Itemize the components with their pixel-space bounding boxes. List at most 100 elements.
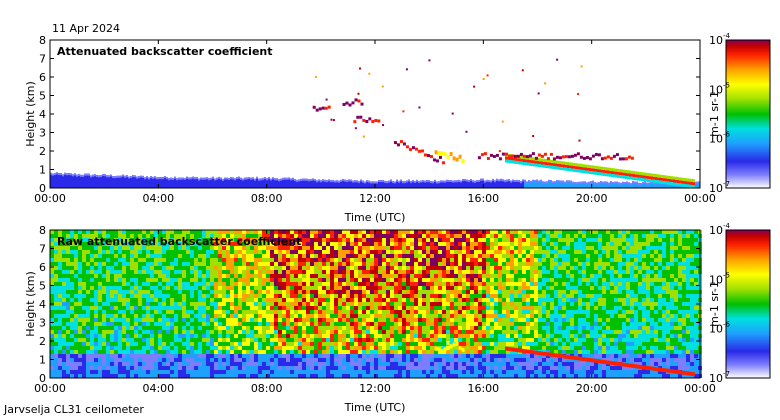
- raw-heatmap-cell: [190, 274, 194, 278]
- raw-heatmap-cell: [122, 242, 126, 246]
- raw-heatmap-cell: [390, 330, 394, 334]
- raw-heatmap-cell: [350, 366, 354, 370]
- raw-heatmap-cell: [102, 274, 106, 278]
- raw-heatmap-cell: [98, 262, 102, 266]
- raw-heatmap-cell: [414, 298, 418, 302]
- raw-heatmap-cell: [358, 326, 362, 330]
- raw-heatmap-cell: [398, 262, 402, 266]
- raw-heatmap-cell: [178, 254, 182, 258]
- raw-heatmap-cell: [198, 266, 202, 270]
- raw-heatmap-cell: [450, 366, 454, 370]
- raw-heatmap-cell: [142, 274, 146, 278]
- raw-heatmap-cell: [118, 358, 122, 362]
- backscatter-column: [314, 179, 316, 188]
- cloud-band: [565, 164, 567, 168]
- raw-heatmap-cell: [230, 250, 234, 254]
- raw-heatmap-cell: [162, 370, 166, 374]
- raw-heatmap-cell: [390, 250, 394, 254]
- raw-heatmap-cell: [206, 282, 210, 286]
- cloud-layer-mark: [507, 154, 511, 158]
- backscatter-column-edge: [508, 179, 510, 182]
- raw-heatmap-cell: [450, 354, 454, 358]
- backscatter-column: [516, 179, 518, 188]
- backscatter-column-edge: [602, 181, 604, 184]
- raw-heatmap-cell: [82, 342, 86, 346]
- raw-heatmap-cell: [254, 318, 258, 322]
- backscatter-column-edge: [494, 180, 496, 183]
- raw-heatmap-cell: [226, 290, 230, 294]
- raw-heatmap-cell: [466, 274, 470, 278]
- raw-heatmap-cell: [194, 362, 198, 366]
- raw-heatmap-cell: [94, 286, 98, 290]
- raw-heatmap-cell: [210, 310, 214, 314]
- raw-heatmap-cell: [86, 266, 90, 270]
- raw-heatmap-cell: [190, 362, 194, 366]
- cloud-band-edge: [591, 165, 593, 169]
- cloud-band-lower: [505, 159, 507, 163]
- raw-heatmap-cell: [174, 362, 178, 366]
- raw-heatmap-cell: [230, 294, 234, 298]
- raw-heatmap-cell: [86, 330, 90, 334]
- raw-heatmap-cell: [398, 306, 402, 310]
- raw-heatmap-cell: [74, 294, 78, 298]
- raw-heatmap-cell: [454, 270, 458, 274]
- raw-heatmap-cell: [394, 262, 398, 266]
- raw-heatmap-cell: [106, 330, 110, 334]
- raw-heatmap-cell: [130, 358, 134, 362]
- raw-heatmap-cell: [94, 306, 98, 310]
- raw-heatmap-cell: [98, 338, 102, 342]
- cloud-layer-mark: [555, 155, 559, 159]
- raw-heatmap-cell: [326, 234, 330, 238]
- raw-heatmap-cell: [454, 230, 458, 234]
- raw-heatmap-cell: [418, 298, 422, 302]
- raw-heatmap-cell: [462, 318, 466, 322]
- raw-heatmap-cell: [230, 350, 234, 354]
- raw-heatmap-cell: [242, 354, 246, 358]
- backscatter-column-edge: [354, 180, 356, 183]
- raw-heatmap-cell: [70, 342, 74, 346]
- raw-heatmap-cell: [114, 322, 118, 326]
- raw-heatmap-cell: [370, 234, 374, 238]
- raw-heatmap-cell: [194, 298, 198, 302]
- backscatter-column-edge: [490, 180, 492, 183]
- raw-heatmap-cell: [418, 290, 422, 294]
- backscatter-column: [596, 182, 598, 188]
- raw-heatmap-cell: [230, 314, 234, 318]
- raw-heatmap-cell: [394, 302, 398, 306]
- raw-heatmap-cell: [86, 246, 90, 250]
- raw-heatmap-cell: [174, 250, 178, 254]
- backscatter-column: [68, 173, 70, 188]
- raw-heatmap-cell: [90, 338, 94, 342]
- raw-heatmap-cell: [362, 262, 366, 266]
- backscatter-column: [512, 179, 514, 188]
- colorbar-tick-label: 10: [709, 182, 723, 195]
- raw-heatmap-cell: [374, 266, 378, 270]
- raw-heatmap-cell: [194, 238, 198, 242]
- cloud-band-lower: [693, 185, 695, 189]
- raw-heatmap-cell: [206, 278, 210, 282]
- raw-heatmap-cell: [110, 262, 114, 266]
- raw-heatmap-cell: [106, 298, 110, 302]
- raw-heatmap-cell: [334, 306, 338, 310]
- raw-heatmap-cell: [138, 274, 142, 278]
- raw-heatmap-cell: [434, 302, 438, 306]
- raw-heatmap-cell: [78, 274, 82, 278]
- raw-heatmap-cell: [374, 374, 378, 378]
- cloud-band-edge: [675, 176, 677, 180]
- raw-heatmap-cell: [414, 302, 418, 306]
- raw-heatmap-cell: [254, 306, 258, 310]
- raw-heatmap-cell: [430, 310, 434, 314]
- raw-heatmap-cell: [162, 262, 166, 266]
- raw-heatmap-cell: [262, 290, 266, 294]
- raw-heatmap-cell: [350, 354, 354, 358]
- raw-heatmap-cell: [386, 338, 390, 342]
- raw-heatmap-cell: [438, 362, 442, 366]
- raw-heatmap-cell: [214, 306, 218, 310]
- raw-heatmap-cell: [278, 306, 282, 310]
- isolated-point: [578, 139, 581, 142]
- backscatter-column-edge: [404, 181, 406, 184]
- cloud-layer-mark: [606, 155, 610, 159]
- backscatter-column-edge: [472, 180, 474, 183]
- backscatter-column-edge: [558, 180, 560, 183]
- raw-heatmap-cell: [374, 306, 378, 310]
